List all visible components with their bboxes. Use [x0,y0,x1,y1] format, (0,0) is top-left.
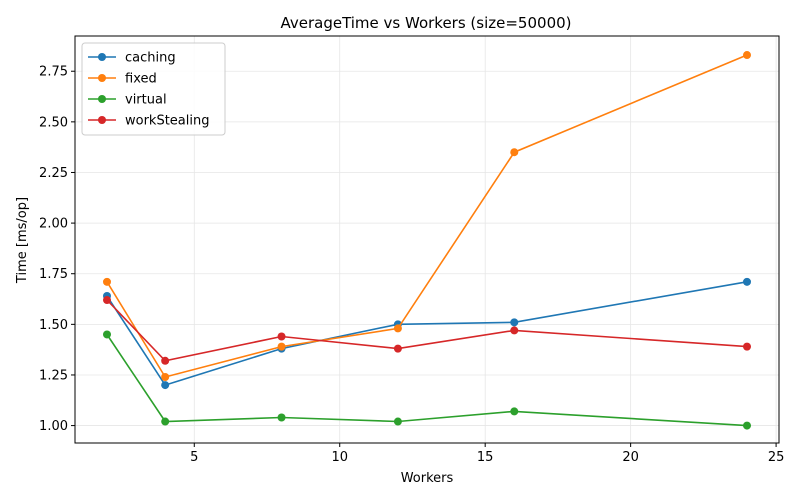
data-point [510,148,519,157]
legend-marker [98,74,106,82]
x-tick-label: 20 [622,450,639,465]
y-tick-label: 2.50 [39,115,68,130]
y-axis-label: Time [ms/op] [15,197,30,284]
data-point [743,342,751,351]
y-tick-label: 1.00 [39,419,68,434]
data-point [161,372,170,381]
series-line [106,299,748,362]
data-point [103,277,111,286]
x-axis-label: Workers [401,471,454,486]
data-point [161,381,170,390]
data-point [510,326,519,335]
data-point [510,318,519,327]
series-line [106,54,748,378]
series-line [106,281,748,387]
data-point [393,324,402,333]
data-point [103,330,111,339]
data-point [743,421,751,430]
plot-frame [74,35,780,444]
legend-marker [98,53,106,61]
series-line [106,334,748,427]
data-point [393,344,402,353]
data-point [277,413,286,422]
y-tick-label: 2.00 [39,217,68,232]
x-tick-label: 15 [477,450,494,465]
series-workStealing [103,296,751,365]
series-fixed [103,51,751,381]
legend-marker [98,116,106,124]
chart-title: AverageTime vs Workers (size=50000) [280,14,571,32]
legend-label: virtual [125,93,167,108]
data-point [161,356,170,365]
legend-label: caching [125,51,176,66]
x-tick-label: 5 [190,450,198,465]
legend-label: fixed [125,72,157,87]
data-point [277,342,286,351]
data-point [510,407,519,416]
legend-marker [98,95,106,103]
legend-item: workStealing [88,114,210,129]
data-point [161,417,170,426]
y-tick-label: 2.25 [39,166,68,181]
legend-item: caching [88,51,176,66]
series-virtual [103,330,751,430]
y-tick-label: 1.25 [39,368,68,383]
y-tick-label: 2.75 [39,65,68,80]
y-tick-label: 1.75 [39,267,68,282]
x-tick-label: 10 [331,450,348,465]
legend-item: fixed [88,72,157,87]
data-point [393,417,402,426]
data-point [743,277,751,286]
data-point [277,332,286,341]
grid-lines [75,36,779,443]
y-tick-label: 1.50 [39,318,68,333]
legend-item: virtual [88,93,167,108]
data-point [103,296,111,305]
series-layer [103,51,751,430]
legend: caching fixed virtual workStealing [81,42,226,136]
data-point [743,51,751,60]
x-tick-label: 25 [768,450,785,465]
axis-ticks: 5 10 15 20 25 1.00 1.25 1.50 1.75 2.00 2.25 2.50 2.7… [39,65,784,465]
legend-box [81,42,226,136]
legend-label: workStealing [125,114,210,129]
